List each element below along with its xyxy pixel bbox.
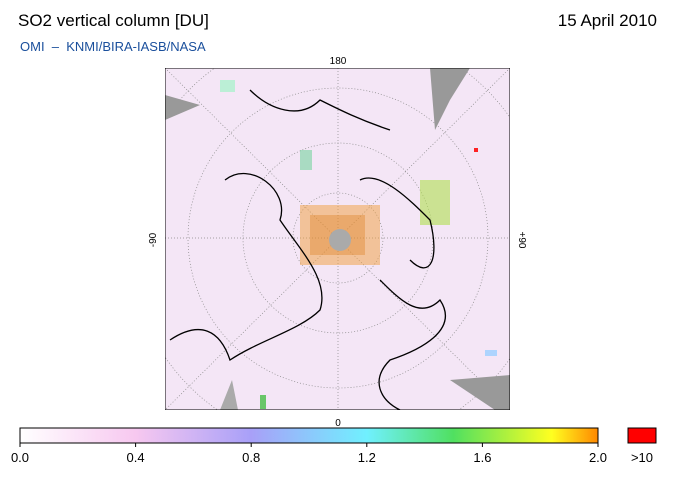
map-label-right: +90 xyxy=(516,232,527,249)
credit: OMI – KNMI/BIRA-IASB/NASA xyxy=(20,39,206,54)
map xyxy=(165,68,510,410)
date: 15 April 2010 xyxy=(558,11,657,30)
map-label-left: -90 xyxy=(148,232,159,247)
colorbar xyxy=(19,427,599,444)
map-label-top: 180 xyxy=(330,56,347,67)
colorbar-tick-label: 1.2 xyxy=(358,450,376,465)
map-label-bottom: 0 xyxy=(335,418,341,429)
colorbar-tick-label: 2.0 xyxy=(589,450,607,465)
colorbar-tick-label: 0.0 xyxy=(11,450,29,465)
title: SO2 vertical column [DU] xyxy=(18,11,209,30)
colorbar-tick-label: 0.4 xyxy=(127,450,145,465)
overflow-label: >10 xyxy=(631,450,653,465)
colorbar-overflow xyxy=(627,427,657,444)
colorbar-tick-label: 1.6 xyxy=(473,450,491,465)
colorbar-tick-label: 0.8 xyxy=(242,450,260,465)
